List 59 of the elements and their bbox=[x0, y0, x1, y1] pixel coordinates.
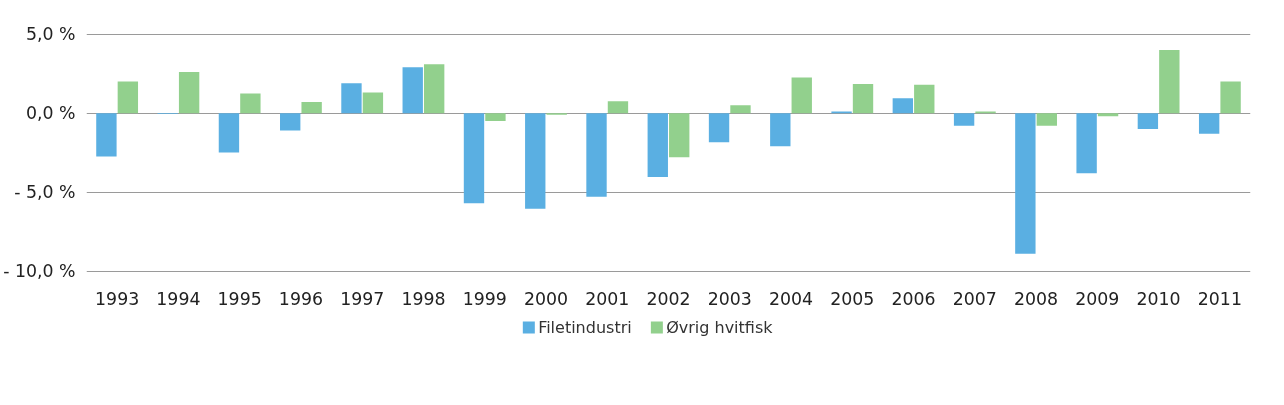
bar bbox=[586, 113, 607, 197]
x-tick-label: 2010 bbox=[1136, 288, 1181, 309]
bar bbox=[953, 113, 975, 126]
legend-label: Øvrig hvitfisk bbox=[666, 318, 774, 337]
x-tick-label: 2006 bbox=[891, 288, 936, 309]
bar bbox=[1137, 113, 1159, 129]
x-tick-label: 2011 bbox=[1197, 288, 1242, 309]
x-tick-label: 1995 bbox=[217, 288, 262, 309]
bar bbox=[770, 113, 791, 147]
bar bbox=[607, 101, 629, 114]
bar bbox=[301, 102, 322, 114]
legend-label: Filetindustri bbox=[538, 318, 632, 337]
y-tick-label: 5,0 % bbox=[25, 24, 76, 45]
bar bbox=[892, 98, 914, 114]
bar bbox=[730, 105, 751, 114]
bar bbox=[669, 113, 690, 158]
bar bbox=[463, 113, 485, 204]
x-tick-label: 1994 bbox=[156, 288, 201, 309]
bar bbox=[791, 77, 812, 114]
x-tick-label: 1998 bbox=[401, 288, 446, 309]
bar bbox=[852, 83, 874, 114]
y-tick-label: 0,0 % bbox=[25, 103, 76, 124]
bar bbox=[1159, 49, 1180, 114]
bar bbox=[1220, 81, 1241, 114]
bar bbox=[218, 113, 240, 153]
bar bbox=[402, 67, 423, 114]
bar bbox=[1198, 113, 1220, 134]
bar bbox=[178, 72, 200, 114]
bar bbox=[914, 84, 935, 114]
x-tick-label: 2003 bbox=[707, 288, 752, 309]
bar bbox=[117, 81, 139, 114]
bar bbox=[423, 64, 445, 114]
x-tick-label: 2002 bbox=[646, 288, 691, 309]
bar bbox=[1036, 113, 1057, 126]
x-tick-label: 2005 bbox=[830, 288, 875, 309]
bar bbox=[1076, 113, 1097, 174]
x-tick-label: 2001 bbox=[585, 288, 630, 309]
bar bbox=[708, 113, 730, 143]
x-tick-label: 2007 bbox=[952, 288, 997, 309]
x-tick-label: 2008 bbox=[1014, 288, 1059, 309]
bar bbox=[647, 113, 668, 178]
bar bbox=[485, 113, 506, 122]
x-tick-label: 2004 bbox=[768, 288, 814, 309]
bar bbox=[96, 113, 117, 157]
x-tick-label: 1993 bbox=[95, 288, 140, 309]
bar bbox=[341, 83, 362, 114]
bar bbox=[240, 93, 261, 114]
bar bbox=[362, 92, 384, 114]
y-tick-label: - 5,0 % bbox=[14, 182, 76, 203]
bar bbox=[280, 113, 301, 131]
bar bbox=[525, 113, 546, 209]
x-tick-label: 2000 bbox=[523, 288, 569, 309]
x-tick-label: 1997 bbox=[340, 288, 385, 309]
y-tick-label: - 10,0 % bbox=[3, 261, 76, 282]
x-tick-label: 1999 bbox=[462, 288, 507, 309]
bar bbox=[1097, 113, 1119, 117]
x-tick-label: 1996 bbox=[278, 288, 323, 309]
x-tick-label: 2009 bbox=[1075, 288, 1120, 309]
bar bbox=[1015, 113, 1036, 254]
